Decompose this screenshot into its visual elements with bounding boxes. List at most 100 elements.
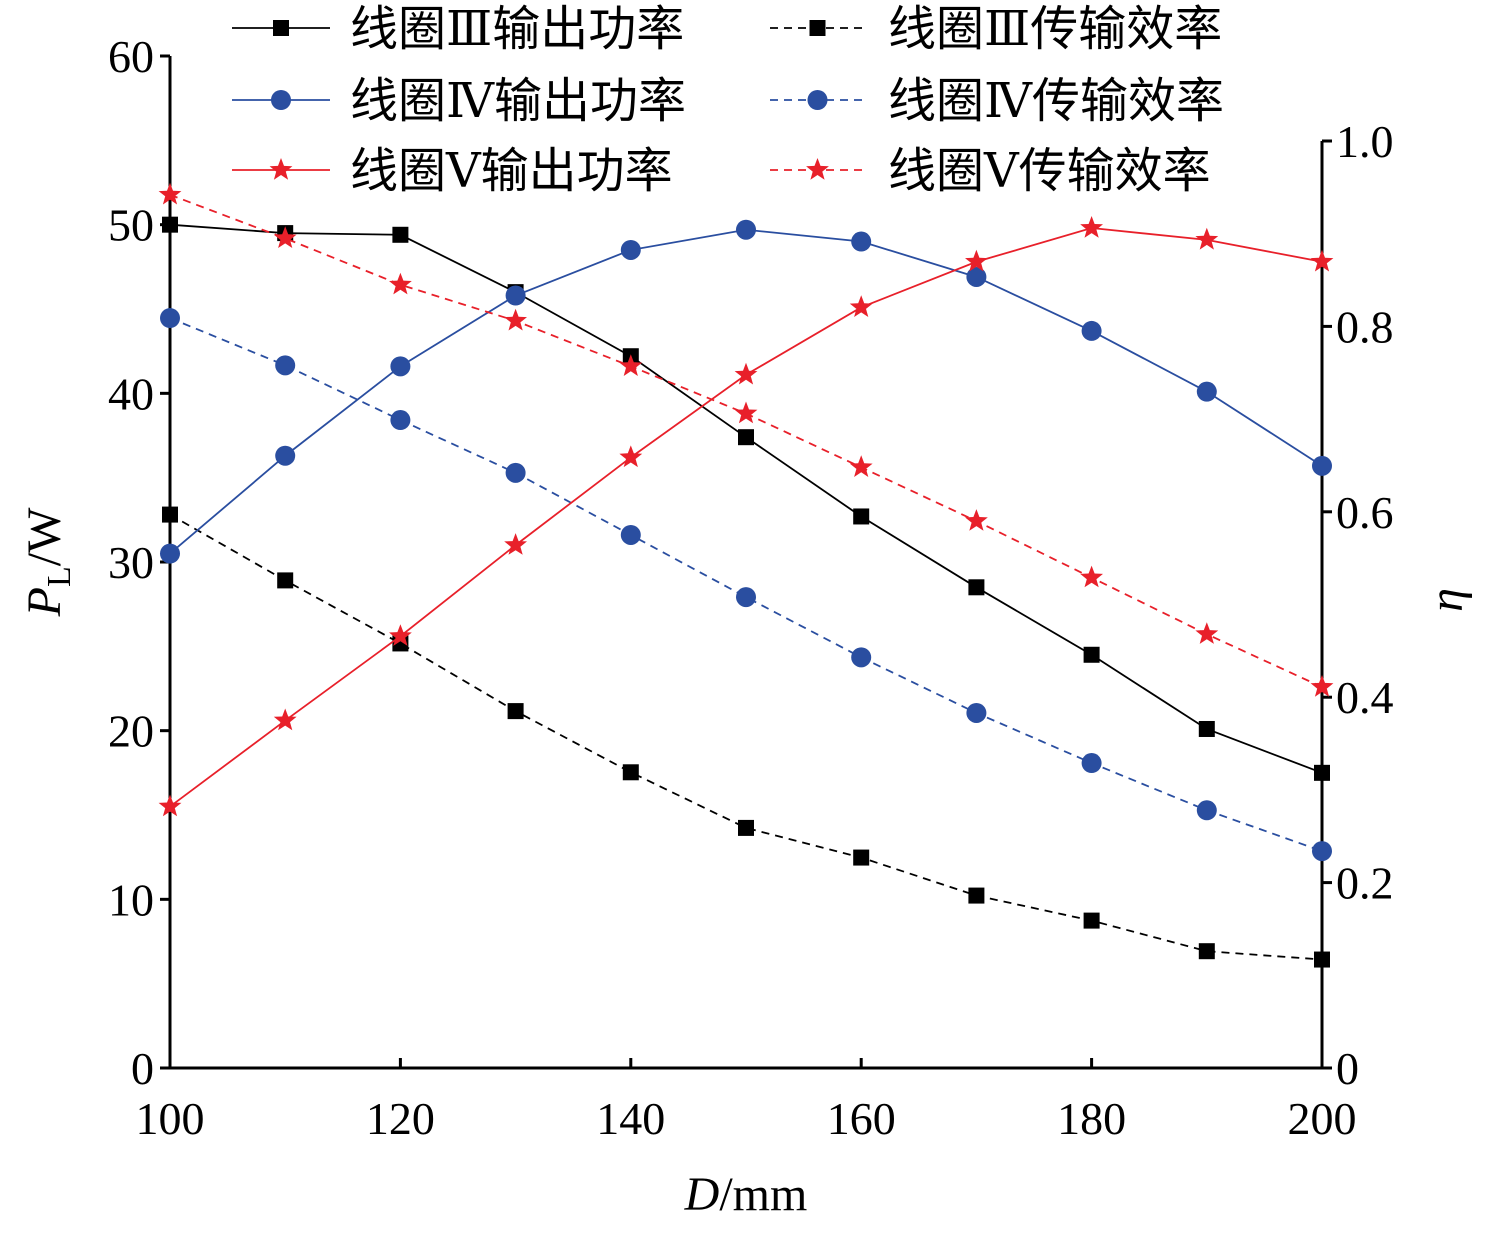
data-point (736, 219, 756, 240)
data-point (1083, 912, 1100, 929)
data-point (851, 231, 872, 252)
ticks: 100 120 140 160 180 200010203040506000.20.40.… (108, 31, 1394, 1144)
data-point (1196, 800, 1217, 821)
data-point (619, 354, 643, 376)
data-point (736, 587, 756, 608)
x-tick-label: 180 (1057, 1093, 1126, 1144)
data-point (965, 509, 988, 531)
series-2 (162, 506, 1330, 968)
legend-label: 线圈Ⅲ输出功率 (350, 3, 684, 56)
data-point (1195, 622, 1219, 644)
y-left-tick-label: 30 (108, 537, 154, 588)
series-3 (160, 219, 1332, 564)
legend-label: 线圈Ⅲ传输效率 (888, 3, 1222, 56)
svg-text:η: η (1420, 588, 1473, 612)
x-tick-label: 120 (366, 1093, 435, 1144)
data-point (162, 216, 178, 233)
x-tick-label: 140 (596, 1093, 665, 1144)
data-point (507, 703, 524, 720)
data-point (620, 524, 641, 545)
data-point (1198, 943, 1215, 960)
data-point (504, 308, 527, 331)
svg-text:PL/W: PL/W (18, 507, 78, 617)
data-point (853, 849, 870, 866)
data-point (1314, 951, 1330, 968)
legend-marker (269, 158, 293, 180)
data-point (273, 226, 297, 248)
data-point (968, 887, 985, 904)
right-axis-title: η (1420, 588, 1473, 612)
series-line (169, 227, 1323, 808)
data-point (620, 239, 641, 260)
data-point (734, 401, 758, 424)
data-point (1314, 764, 1330, 781)
data-point (853, 508, 870, 525)
y-right-tick-label: 0.6 (1336, 487, 1394, 538)
legend-marker (273, 20, 289, 36)
legend-item: 线圈Ⅲ输出功率 (232, 3, 684, 56)
legend-marker (806, 158, 829, 180)
legend-item: 线圈Ⅲ传输效率 (770, 3, 1222, 56)
axes (168, 56, 1324, 1070)
series-6 (158, 182, 1334, 697)
legend-marker (271, 90, 291, 110)
y-left-tick-label: 10 (108, 874, 154, 925)
legend-label: 线圈Ⅳ输出功率 (350, 75, 686, 128)
data-point (966, 266, 987, 287)
legend-marker (809, 20, 826, 36)
legend-item: 线圈Ⅴ传输效率 (770, 145, 1211, 198)
data-point (851, 647, 872, 668)
y-right-tick-label: 0 (1336, 1043, 1359, 1094)
series-line (169, 513, 1323, 961)
x-tick-label: 100 (136, 1093, 205, 1144)
data-point (158, 794, 182, 817)
x-axis-title: D/mm (684, 1168, 808, 1221)
data-point (849, 455, 873, 477)
data-point (1083, 646, 1100, 663)
y-left-tick-label: 20 (108, 706, 154, 757)
y-right-tick-label: 0.4 (1336, 672, 1394, 723)
series-line (169, 228, 1323, 555)
data-point (505, 285, 526, 306)
data-point (1080, 216, 1103, 238)
data-point (158, 182, 182, 205)
data-point (1310, 675, 1334, 697)
data-point (389, 272, 412, 295)
data-point (275, 355, 296, 376)
data-point (1081, 320, 1102, 341)
y-left-tick-label: 40 (108, 368, 154, 419)
data-point (390, 356, 411, 377)
data-point (1196, 381, 1217, 402)
data-point (968, 579, 985, 596)
y-left-tick-label: 60 (108, 31, 154, 82)
left-axis-title: PL/W (18, 507, 78, 617)
data-point (389, 624, 412, 646)
legend-marker (807, 90, 828, 110)
data-point (273, 708, 297, 731)
data-point (505, 462, 526, 483)
data-point (277, 572, 294, 589)
data-point (390, 410, 411, 431)
data-point (160, 308, 180, 329)
data-point (1198, 720, 1215, 737)
data-point (1312, 841, 1332, 862)
data-point (622, 764, 639, 781)
legend-label: 线圈Ⅴ输出功率 (350, 145, 673, 198)
data-point (162, 506, 178, 523)
data-point (738, 429, 754, 446)
series-line (169, 317, 1323, 852)
data-point (1310, 249, 1334, 272)
y-right-tick-label: 1.0 (1336, 116, 1394, 167)
data-point (1081, 753, 1102, 774)
data-point (275, 445, 296, 466)
data-point (849, 295, 873, 317)
data-point (392, 226, 409, 243)
data-point (504, 533, 527, 555)
data-point (734, 362, 758, 385)
x-tick-label: 160 (827, 1093, 896, 1144)
data-point (1195, 227, 1219, 250)
data-point (1080, 565, 1103, 588)
series-5 (158, 216, 1334, 817)
data-point (966, 702, 987, 723)
